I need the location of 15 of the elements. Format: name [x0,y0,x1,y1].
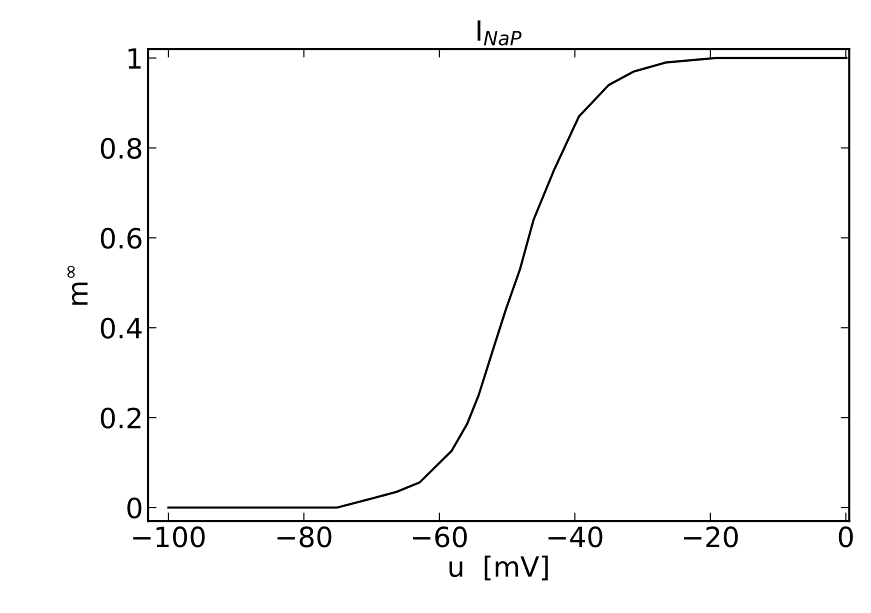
y-tick-label: 0.4 [100,318,142,339]
x-tick-label: −60 [413,526,467,548]
x-tick-label: −40 [548,526,602,548]
chart-title: I$_{NaP}$ [478,20,522,46]
y-tick-label: 0 [127,498,142,519]
x-tick-label: −80 [278,526,332,548]
y-tick-label: 0.6 [100,228,142,249]
y-tick-label: 0.2 [100,408,140,429]
y-axis-title: m$^{∞}$ [67,266,88,305]
x-tick-label: −20 [684,526,738,548]
x-axis-title: u [mV] [450,556,548,580]
x-tick-label: 0 [838,526,853,548]
y-tick-label: 0.8 [100,138,142,159]
y-tick-label: 1 [128,48,141,69]
x-tick-label: −100 [133,526,205,548]
